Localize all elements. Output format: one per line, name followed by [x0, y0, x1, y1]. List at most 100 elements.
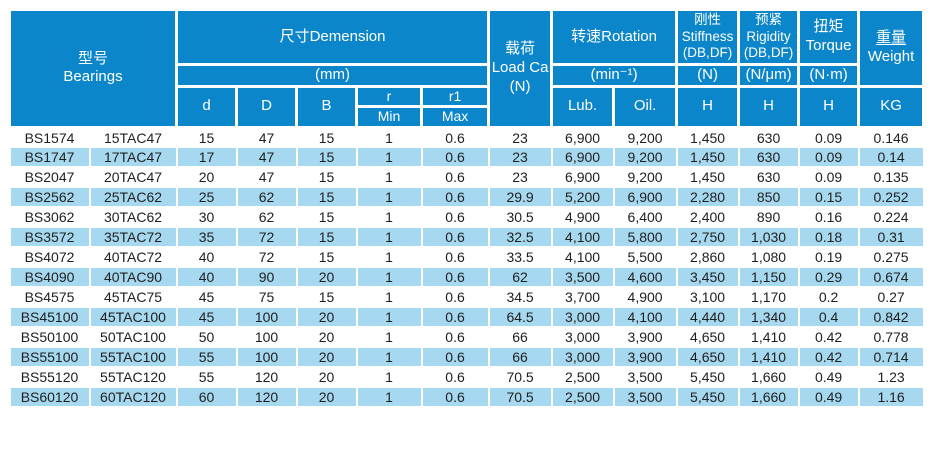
cell: 62: [235, 186, 298, 209]
cell: 0.15: [797, 186, 860, 209]
cell: 45: [175, 306, 238, 329]
col-torque-h: H: [797, 84, 861, 129]
cell: 1: [355, 226, 423, 249]
table-row: BS2047 20TAC47 20 47 15 1 0.6 23 6,900 9,200 1,450…: [8, 166, 925, 189]
cell: 0.6: [420, 206, 490, 229]
col-stiffness-h: H: [675, 84, 741, 129]
cell: 6,900: [550, 146, 615, 169]
cell: 35TAC72: [88, 226, 178, 249]
col-rigidity-h: H: [737, 84, 801, 129]
table-row: BS50100 50TAC100 50 100 20 1 0.6 66 3,000 3,900 4,…: [8, 326, 925, 349]
header-dimension-unit: (mm): [175, 63, 491, 88]
header-rigidity-unit: (N/μm): [737, 63, 801, 88]
col-B: B: [295, 84, 359, 129]
cell: BS3572: [8, 226, 91, 249]
header-stiffness: 刚性 Stiffness (DB,DF): [675, 8, 741, 66]
header-torque-zh: 扭矩: [813, 18, 844, 36]
col-oil: Oil.: [612, 84, 679, 129]
cell: 0.6: [420, 286, 490, 309]
cell: 1,340: [737, 306, 800, 329]
cell: 55: [175, 366, 238, 389]
cell: 9,200: [612, 126, 678, 149]
cell: 64.5: [487, 306, 553, 329]
cell: 0.146: [857, 126, 925, 149]
header-load: 载荷 Load Ca (N): [487, 8, 554, 129]
cell: 1,170: [737, 286, 800, 309]
cell: 1: [355, 206, 423, 229]
table-row: BS2562 25TAC62 25 62 15 1 0.6 29.9 5,200 6,900 2,2…: [8, 186, 925, 209]
cell: 1: [355, 146, 423, 169]
cell: 0.842: [857, 306, 925, 329]
table-row: BS3572 35TAC72 35 72 15 1 0.6 32.5 4,100 5,800 2,7…: [8, 226, 925, 249]
header-torque-unit: (N·m): [797, 63, 861, 88]
cell: 0.6: [420, 146, 490, 169]
cell: 0.09: [797, 126, 860, 149]
cell: 25: [175, 186, 238, 209]
cell: 47: [235, 146, 298, 169]
cell: 70.5: [487, 366, 553, 389]
table-row: BS1574 15TAC47 15 47 15 1 0.6 23 6,900 9,200 1,450…: [8, 126, 925, 149]
cell: 45TAC100: [88, 306, 178, 329]
cell: 23: [487, 146, 553, 169]
cell: 0.6: [420, 186, 490, 209]
header-bearings-en: Bearings: [63, 68, 123, 86]
table-row: BS55100 55TAC100 55 100 20 1 0.6 66 3,000 3,900 4,…: [8, 346, 925, 369]
cell: BS55120: [8, 366, 91, 389]
cell: 0.4: [797, 306, 860, 329]
cell: 1: [355, 126, 423, 149]
cell: 1: [355, 166, 423, 189]
cell: 32.5: [487, 226, 553, 249]
cell: 2,400: [675, 206, 740, 229]
cell: 0.29: [797, 266, 860, 289]
cell: 55: [175, 346, 238, 369]
cell: 1,450: [675, 146, 740, 169]
col-weight-kg: KG: [857, 84, 926, 129]
table-row: BS3062 30TAC62 30 62 15 1 0.6 30.5 4,900 6,400 2,4…: [8, 206, 925, 229]
header-rigidity-en: Rigidity: [746, 28, 791, 44]
cell: 3,500: [612, 366, 678, 389]
cell: 3,000: [550, 306, 615, 329]
cell: 2,500: [550, 366, 615, 389]
cell: 850: [737, 186, 800, 209]
cell: 0.49: [797, 386, 860, 409]
cell: 1,660: [737, 366, 800, 389]
cell: 20: [295, 266, 358, 289]
cell: BS60120: [8, 386, 91, 409]
cell: 3,900: [612, 326, 678, 349]
cell: 1,660: [737, 386, 800, 409]
cell: 20: [295, 306, 358, 329]
cell: 9,200: [612, 146, 678, 169]
cell: 15: [295, 206, 358, 229]
cell: 23: [487, 126, 553, 149]
cell: 0.16: [797, 206, 860, 229]
cell: 1,410: [737, 346, 800, 369]
table-row: BS55120 55TAC120 55 120 20 1 0.6 70.5 2,500 3,500…: [8, 366, 925, 389]
cell: 90: [235, 266, 298, 289]
cell: 4,100: [550, 226, 615, 249]
cell: 0.27: [857, 286, 925, 309]
cell: 4,650: [675, 326, 740, 349]
cell: 5,450: [675, 366, 740, 389]
cell: 55TAC100: [88, 346, 178, 369]
header-load-en: Load Ca: [491, 59, 549, 76]
cell: 20: [295, 366, 358, 389]
cell: 6,400: [612, 206, 678, 229]
cell: 0.6: [420, 306, 490, 329]
header-rotation-unit: (min⁻¹): [550, 63, 679, 88]
cell: 0.6: [420, 166, 490, 189]
cell: 66: [487, 346, 553, 369]
cell: 0.778: [857, 326, 925, 349]
cell: 33.5: [487, 246, 553, 269]
table-header: 型号 Bearings 尺寸Demension 载荷 Load Ca (N) 转…: [7, 8, 926, 129]
header-load-zh: 载荷: [505, 40, 536, 58]
cell: 3,900: [612, 346, 678, 369]
cell: 4,100: [550, 246, 615, 269]
cell: 0.6: [420, 246, 490, 269]
cell: 3,000: [550, 346, 615, 369]
cell: 15: [295, 246, 358, 269]
header-rigidity-zh: 预紧: [755, 11, 783, 27]
cell: 0.6: [420, 226, 490, 249]
cell: 0.6: [420, 386, 490, 409]
cell: 5,500: [612, 246, 678, 269]
cell: 3,450: [675, 266, 740, 289]
